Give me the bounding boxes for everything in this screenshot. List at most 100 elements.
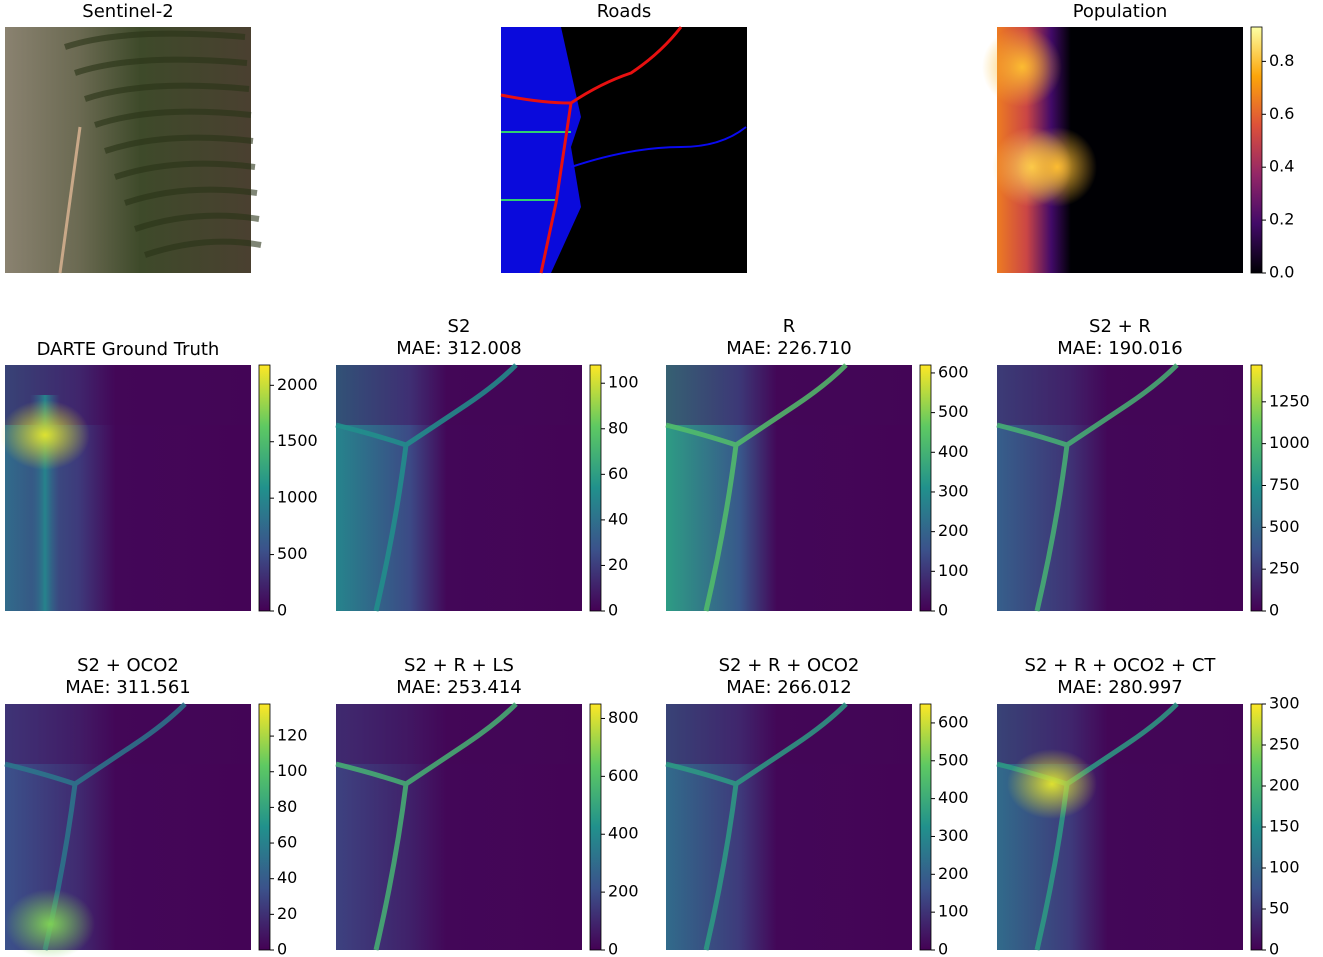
image-panel: [666, 365, 912, 611]
colorbar-tick-label: 120: [277, 726, 308, 745]
colorbar-tick-label: 60: [608, 464, 628, 483]
image-panel: [997, 365, 1243, 611]
panel-title: DARTE Ground Truth: [37, 339, 220, 360]
colorbar-tick-label: 400: [938, 788, 969, 807]
heatmap-top-shade: [5, 704, 251, 764]
colorbar-tick-label: 600: [938, 712, 969, 731]
colorbar-tick-label: 800: [608, 708, 639, 727]
colorbar: [1251, 365, 1262, 611]
colorbar-tick-label: 200: [1269, 776, 1300, 795]
colorbar-tick-label: 100: [938, 561, 969, 580]
image-panel: [982, 27, 1243, 273]
colorbar-tick-label: 0: [608, 601, 618, 620]
colorbar: [259, 365, 270, 611]
colorbar-tick-label: 1000: [1269, 433, 1310, 452]
colorbar-tick-label: 100: [608, 373, 639, 392]
colorbar-tick-label: 400: [938, 442, 969, 461]
panel-subtitle: MAE: 226.710: [726, 338, 851, 359]
colorbar-tick-label: 1000: [277, 488, 318, 507]
colorbar-tick-label: 250: [1269, 559, 1300, 578]
colorbar-tick-label: 200: [938, 864, 969, 883]
colorbar-tick-label: 0.0: [1269, 263, 1294, 282]
colorbar-tick-label: 80: [608, 418, 628, 437]
image-panel: [336, 704, 582, 950]
colorbar-tick-label: 60: [277, 833, 297, 852]
colorbar-tick-label: 0: [938, 940, 948, 957]
panel-title: S2 + R + OCO2 + CT: [1025, 655, 1217, 676]
colorbar-tick-label: 0: [608, 940, 618, 957]
colorbar-tick-label: 0: [1269, 601, 1279, 620]
colorbar-tick-label: 300: [938, 481, 969, 500]
colorbar-tick-label: 0: [277, 940, 287, 957]
colorbar-tick-label: 20: [608, 555, 628, 574]
figure: Sentinel-2 Roads Population 0.0 0.2 0.4 0.6 0.8…: [0, 0, 1323, 957]
image-panel: [5, 27, 261, 273]
colorbar-tick-label: 40: [608, 509, 628, 528]
population-hotspot: [1017, 127, 1097, 207]
colorbar-tick-label: 250: [1269, 735, 1300, 754]
panel-subtitle: MAE: 311.561: [65, 677, 190, 698]
heatmap-top-shade: [997, 365, 1243, 425]
panel-subtitle: MAE: 253.414: [396, 677, 521, 698]
colorbar: [920, 365, 931, 611]
image-panel: [501, 27, 747, 273]
panel-subtitle: MAE: 312.008: [396, 338, 521, 359]
panel-title: S2 + R: [1089, 316, 1151, 337]
colorbar-tick-label: 50: [1269, 899, 1289, 918]
image-panel: [0, 365, 251, 611]
colorbar-tick-label: 400: [608, 824, 639, 843]
colorbar-tick-label: 0: [1269, 940, 1279, 957]
population-hotspot: [982, 27, 1062, 107]
colorbar-tick-label: 100: [277, 761, 308, 780]
colorbar-tick-label: 100: [1269, 858, 1300, 877]
colorbar-tick-label: 500: [277, 544, 308, 563]
colorbar-tick-label: 600: [938, 362, 969, 381]
colorbar-tick-label: 300: [938, 826, 969, 845]
colorbar: [1251, 27, 1262, 273]
panel-title: S2 + R + LS: [404, 655, 514, 676]
colorbar-tick-label: 1500: [277, 431, 318, 450]
colorbar: [1251, 704, 1262, 950]
colorbar-tick-label: 100: [938, 902, 969, 921]
hotspot: [1007, 749, 1097, 819]
colorbar-tick-label: 1250: [1269, 391, 1310, 410]
colorbar-tick-label: 500: [938, 750, 969, 769]
panel-title: R: [783, 316, 796, 337]
colorbar-tick-label: 0.2: [1269, 210, 1294, 229]
colorbar-tick-label: 600: [608, 766, 639, 785]
heatmap-top-shade: [666, 365, 912, 425]
image-panel: [997, 704, 1243, 950]
colorbar-tick-label: 500: [938, 402, 969, 421]
colorbar-tick-label: 20: [277, 904, 297, 923]
heatmap-top-shade: [666, 704, 912, 764]
panel-subtitle: MAE: 280.997: [1057, 677, 1182, 698]
heatmap-top-shade: [336, 365, 582, 425]
colorbar-tick-label: 0.6: [1269, 104, 1294, 123]
panel-title: Roads: [597, 1, 652, 22]
colorbar-tick-label: 200: [938, 521, 969, 540]
panel-title: Sentinel-2: [82, 1, 173, 22]
colorbar-tick-label: 0.4: [1269, 157, 1294, 176]
colorbar: [920, 704, 931, 950]
colorbar-tick-label: 150: [1269, 817, 1300, 836]
colorbar-tick-label: 200: [608, 882, 639, 901]
colorbar-tick-label: 40: [277, 868, 297, 887]
colorbar-tick-label: 500: [1269, 517, 1300, 536]
panel-title: S2: [448, 316, 471, 337]
colorbar: [259, 704, 270, 950]
panel-subtitle: MAE: 266.012: [726, 677, 851, 698]
colorbar-tick-label: 0: [938, 601, 948, 620]
panel-title: S2 + R + OCO2: [719, 655, 860, 676]
image-panel: [5, 704, 251, 957]
colorbar-tick-label: 0.8: [1269, 51, 1294, 70]
colorbar-tick-label: 300: [1269, 694, 1300, 713]
colorbar-tick-label: 2000: [277, 375, 318, 394]
panel-title: Population: [1073, 1, 1168, 22]
hotspot: [5, 889, 95, 957]
panel-subtitle: MAE: 190.016: [1057, 338, 1182, 359]
colorbar-tick-label: 80: [277, 797, 297, 816]
image-panel: [666, 704, 912, 950]
hotspot: [0, 400, 90, 470]
colorbar-tick-label: 750: [1269, 475, 1300, 494]
colorbar: [590, 704, 601, 950]
